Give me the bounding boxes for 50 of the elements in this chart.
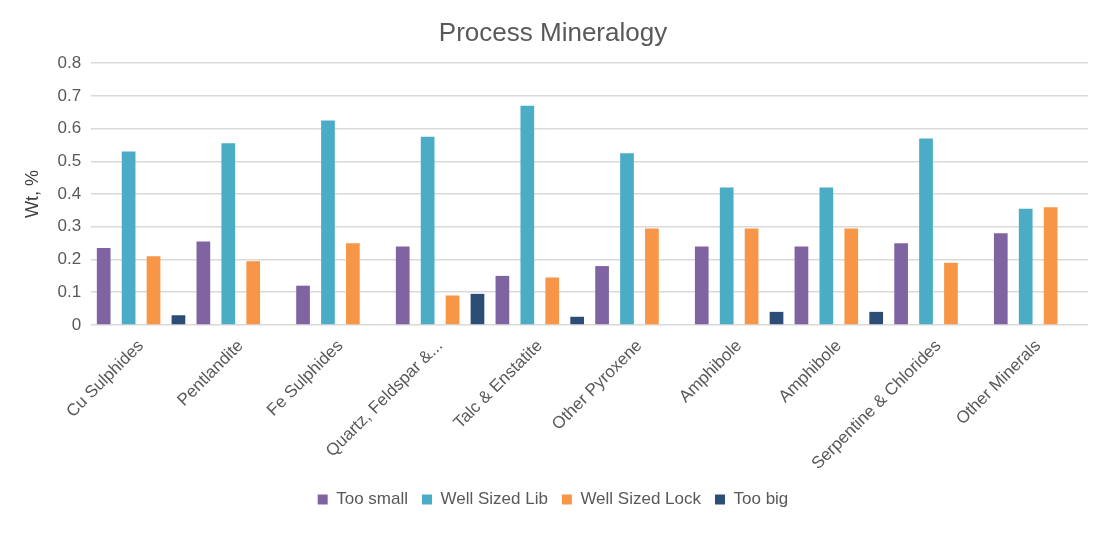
chart-title: Process Mineralogy xyxy=(438,16,668,47)
bar xyxy=(495,275,510,325)
y-tick-label: 0.1 xyxy=(57,281,82,301)
legend-label: Too big xyxy=(733,489,789,509)
bar xyxy=(894,243,908,325)
y-tick-label: 0.6 xyxy=(57,118,82,138)
bar xyxy=(944,262,958,325)
y-tick-label: 0 xyxy=(71,314,82,334)
bar xyxy=(545,277,560,325)
bar xyxy=(346,243,360,325)
bar xyxy=(420,136,435,325)
bar xyxy=(246,261,261,325)
bar xyxy=(96,248,111,325)
bar xyxy=(445,295,460,325)
y-tick-label: 0.7 xyxy=(57,85,82,105)
legend-label: Well Sized Lib xyxy=(440,489,548,509)
bar xyxy=(1043,207,1058,325)
bar xyxy=(645,228,659,325)
bar xyxy=(146,256,161,325)
bar xyxy=(744,228,759,325)
y-tick-label: 0.5 xyxy=(57,151,82,171)
y-tick-label: 0.8 xyxy=(57,52,82,72)
legend-label: Too small xyxy=(336,489,408,509)
bar xyxy=(595,266,609,325)
bar xyxy=(1018,208,1033,325)
y-tick-label: 0.3 xyxy=(57,216,82,236)
bar xyxy=(719,187,734,325)
bar xyxy=(919,138,933,325)
bar xyxy=(470,293,485,325)
bar xyxy=(221,143,236,325)
bar xyxy=(570,316,585,325)
bar xyxy=(395,246,410,325)
bar xyxy=(794,246,809,325)
bar xyxy=(844,228,859,325)
y-tick-label: 0.2 xyxy=(57,249,82,269)
bar xyxy=(869,311,884,325)
bar xyxy=(121,151,136,325)
legend-label: Well Sized Lock xyxy=(580,489,702,509)
bar xyxy=(196,241,211,325)
bar xyxy=(819,187,834,325)
bar xyxy=(321,120,335,325)
y-axis-title: Wt, % xyxy=(21,170,42,219)
bar xyxy=(520,105,535,325)
bar xyxy=(171,315,186,325)
bar xyxy=(993,233,1008,325)
bar xyxy=(694,246,709,325)
bar xyxy=(296,285,310,325)
y-tick-label: 0.4 xyxy=(57,183,82,203)
bar xyxy=(620,153,634,325)
bar xyxy=(769,311,784,325)
